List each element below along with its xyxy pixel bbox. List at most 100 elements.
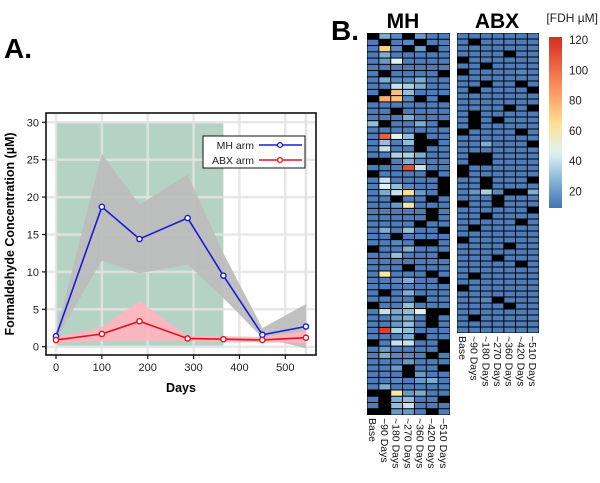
heatmap-cell (516, 255, 527, 261)
heatmap-cell (367, 52, 379, 58)
heatmap-cell (403, 258, 414, 265)
heatmap-cell (391, 127, 403, 133)
heatmap-cell (426, 139, 438, 146)
heatmap-cell (403, 33, 414, 39)
heatmap-cell (367, 252, 379, 258)
heatmap-cell (492, 87, 504, 93)
heatmap-cell (367, 46, 379, 52)
heatmap-cell (391, 352, 403, 359)
heatmap-cell (426, 365, 438, 371)
heatmap-cell (438, 146, 450, 152)
heatmap-cell (457, 321, 469, 327)
data-point (136, 235, 143, 243)
heatmap-cell (457, 279, 469, 285)
heatmap-cell (379, 365, 391, 371)
heatmap-cell (516, 45, 527, 51)
x-tick-label: 0 (53, 362, 59, 374)
heatmap-cell (480, 321, 492, 327)
heatmap-cell (391, 309, 403, 315)
heatmap-cell (379, 127, 391, 133)
heatmap-cell (403, 315, 414, 321)
heatmap-cell (379, 114, 391, 121)
heatmap-cell (379, 277, 391, 283)
heatmap-cell (480, 75, 492, 81)
heatmap-cell (516, 51, 527, 57)
heatmap-cell (414, 302, 426, 309)
heatmap-cell (403, 83, 414, 89)
heatmap-cell (527, 195, 539, 201)
heatmap-cell (457, 219, 469, 225)
heatmap-cell (492, 225, 504, 231)
heatmap-cell (426, 39, 438, 46)
heatmap-cell (403, 127, 414, 133)
heatmap-cell (527, 303, 539, 309)
heatmap-cell (457, 33, 469, 39)
heatmap-cell (391, 240, 403, 246)
heatmap-cell (414, 58, 426, 64)
heatmap-cell (516, 231, 527, 237)
heatmap-cell (527, 81, 539, 87)
heatmap-cell (527, 75, 539, 81)
legend-marker (276, 141, 284, 149)
heatmap-cell (504, 93, 516, 99)
heatmap-cell (457, 201, 469, 207)
heatmap-cell (379, 58, 391, 64)
heatmap-cell (426, 240, 438, 246)
heatmap-cell (379, 321, 391, 327)
heatmap-cell (379, 52, 391, 58)
y-axis-title: Formaldehyde Concentration (µM) (3, 132, 17, 335)
heatmap-cell (391, 365, 403, 371)
heatmap-cell (414, 233, 426, 240)
heatmap-cell (492, 171, 504, 177)
heatmap-cell (426, 89, 438, 96)
heatmap-cell (391, 221, 403, 227)
heatmap-cell (469, 315, 480, 321)
heatmap-cell (469, 231, 480, 237)
heatmap-cell (367, 158, 379, 165)
heatmap-cell (480, 297, 492, 303)
heatmap-cell (438, 334, 450, 340)
y-tick-label: 0 (33, 342, 39, 354)
heatmap-cell (414, 139, 426, 146)
heatmap-cell (391, 246, 403, 252)
heatmap-cell (379, 409, 391, 415)
heatmap-cell (367, 96, 379, 102)
heatmap-cell (516, 153, 527, 159)
heatmap-cell (438, 352, 450, 359)
heatmap-cell (438, 240, 450, 246)
heatmap-cell (391, 52, 403, 58)
heatmap-cell (379, 215, 391, 221)
heatmap-cell (469, 303, 480, 309)
heatmap-cell (457, 75, 469, 81)
heatmap-cell (457, 147, 469, 153)
heatmap-cell (391, 290, 403, 296)
heatmap-cell (457, 177, 469, 183)
heatmap-cell (391, 152, 403, 158)
heatmap-cell (480, 255, 492, 261)
heatmap-cell (367, 334, 379, 340)
heatmap-cell (438, 402, 450, 409)
heatmap-cell (527, 111, 539, 117)
heatmap-cell (457, 309, 469, 315)
heatmap-cell (367, 114, 379, 121)
heatmap-cell (379, 315, 391, 321)
heatmap-cell (403, 252, 414, 258)
heatmap-cell (516, 183, 527, 189)
heatmap-cell (403, 102, 414, 108)
heatmap-cell (379, 221, 391, 227)
heatmap-cell (403, 89, 414, 96)
heatmap-cell (367, 365, 379, 371)
heatmap-cell (414, 371, 426, 377)
column-label: ~270 Days (491, 336, 503, 387)
data-point (98, 203, 106, 211)
heatmap-cell (504, 291, 516, 297)
data-point (184, 214, 191, 222)
heatmap-cell (414, 196, 426, 202)
heatmap-cell (379, 359, 391, 365)
colorbar-tick-label: 40 (569, 156, 582, 168)
heatmap-cell (480, 177, 492, 183)
heatmap-cell (469, 63, 480, 69)
heatmap-cell (469, 69, 480, 75)
heatmap-cell (438, 359, 450, 365)
heatmap-cell (367, 340, 379, 346)
